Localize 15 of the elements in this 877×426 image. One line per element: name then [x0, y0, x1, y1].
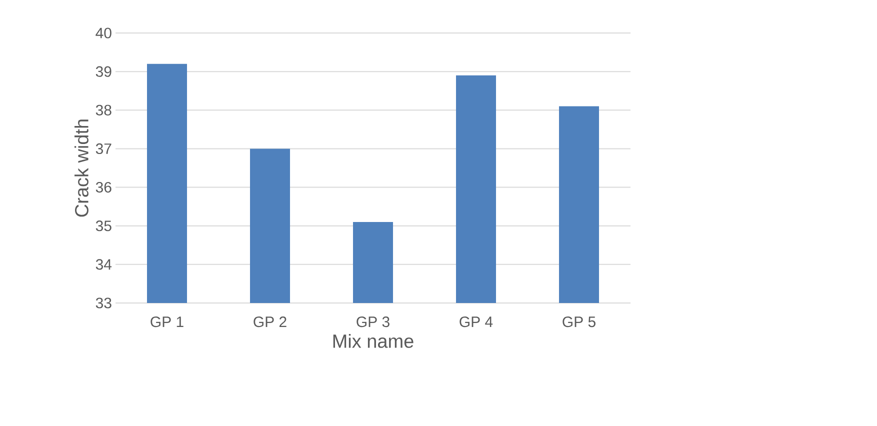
x-axis-title: Mix name	[333, 334, 414, 348]
y-tick-label: 37	[96, 143, 112, 154]
y-tick-label: 36	[96, 182, 112, 193]
y-tick-label: 33	[96, 298, 112, 308]
x-tick-label: GP 2	[254, 316, 286, 328]
y-axis-title: Crack width	[74, 120, 88, 217]
y-tick-label: 39	[96, 66, 112, 77]
y-tick-label: 40	[96, 28, 112, 38]
y-tick-label: 35	[96, 220, 112, 232]
x-tick-label: GP 4	[460, 316, 493, 328]
x-tick-label: GP 1	[150, 316, 184, 328]
y-tick-label: 38	[96, 104, 112, 116]
y-tick-label: 34	[96, 259, 112, 270]
x-tick-label: GP 3	[356, 316, 390, 328]
x-tick-label: GP 5	[562, 316, 596, 328]
